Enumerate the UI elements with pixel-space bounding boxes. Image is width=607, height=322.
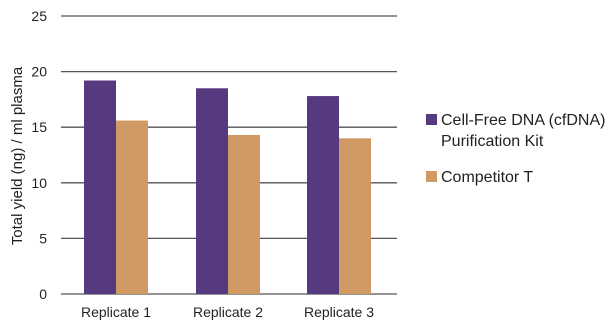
legend-label: Purification Kit [441, 133, 544, 150]
x-axis-ticks: Replicate 1 Replicate 2 Replicate 3 [81, 304, 374, 320]
y-tick-label: 0 [39, 286, 47, 302]
bar-series-2-replicate-2 [228, 134, 260, 294]
legend-label: Cell-Free DNA (cfDNA) [441, 112, 605, 129]
bars [84, 80, 371, 295]
bar-series-2-replicate-1 [116, 120, 148, 294]
x-tick-label: Replicate 2 [193, 304, 263, 320]
bar-series-1-replicate-2 [196, 88, 228, 294]
y-tick-label: 20 [31, 64, 47, 80]
bar-series-2-replicate-3 [339, 138, 371, 294]
x-tick-label: Replicate 3 [304, 304, 374, 320]
y-axis-title: Total yield (ng) / ml plasma [9, 66, 26, 245]
y-tick-label: 15 [31, 119, 47, 135]
legend-label: Competitor T [441, 169, 533, 186]
y-tick-label: 10 [31, 175, 47, 191]
bar-series-1-replicate-3 [307, 96, 339, 295]
y-tick-label: 25 [31, 8, 47, 24]
legend-swatch [426, 171, 437, 182]
x-tick-label: Replicate 1 [81, 304, 151, 320]
y-axis-ticks: 0 5 10 15 20 25 [31, 8, 47, 302]
legend-swatch [426, 114, 437, 125]
y-tick-label: 5 [39, 230, 47, 246]
legend: Cell-Free DNA (cfDNA) Purification Kit Com… [426, 112, 605, 186]
bar-series-1-replicate-1 [84, 80, 116, 294]
